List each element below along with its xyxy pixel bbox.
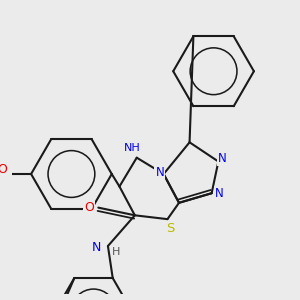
Text: N: N bbox=[155, 166, 164, 178]
Text: N: N bbox=[218, 152, 226, 165]
Text: O: O bbox=[84, 201, 94, 214]
Text: O: O bbox=[0, 163, 7, 176]
Text: N: N bbox=[92, 242, 101, 254]
Text: N: N bbox=[215, 187, 224, 200]
Text: S: S bbox=[166, 222, 175, 235]
Text: NH: NH bbox=[124, 143, 140, 153]
Text: H: H bbox=[111, 247, 120, 257]
